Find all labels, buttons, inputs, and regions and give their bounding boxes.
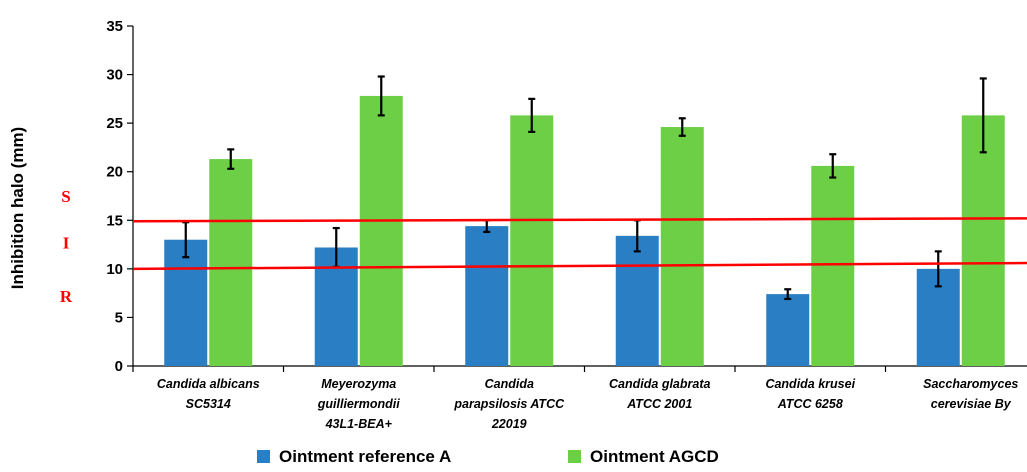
x-category-label-line: guilliermondii bbox=[317, 397, 400, 411]
x-category-label-line: 22019 bbox=[491, 417, 527, 431]
bar bbox=[961, 115, 1005, 366]
x-category-label: Saccharomyces cerevisiae By bbox=[923, 377, 1018, 411]
y-tick-label: 15 bbox=[106, 212, 123, 229]
y-tick-label: 25 bbox=[106, 115, 123, 132]
zone-label-s: S bbox=[61, 187, 70, 206]
x-category-label-line: ATCC 6258 bbox=[777, 397, 843, 411]
x-category-label: Candida albicans SC5314 bbox=[157, 377, 260, 411]
x-category-label-line: Meyerozyma bbox=[321, 377, 396, 391]
y-tick-label: 5 bbox=[115, 309, 123, 326]
legend-label: Ointment AGCD bbox=[590, 447, 719, 466]
reference-line bbox=[132, 217, 1027, 223]
x-category-label: Candida krusei ATCC 6258 bbox=[765, 377, 855, 411]
x-category-label-line: SC5314 bbox=[186, 397, 231, 411]
x-category-label-line: ATCC 2001 bbox=[626, 397, 692, 411]
legend-swatch bbox=[257, 450, 270, 463]
bar bbox=[811, 165, 855, 366]
legend-label: Ointment reference A bbox=[279, 447, 451, 466]
reference-line bbox=[132, 261, 1027, 271]
x-category-label-line: Saccharomyces bbox=[923, 377, 1018, 391]
bar bbox=[359, 95, 403, 366]
x-category-label-line: Candida krusei bbox=[765, 377, 855, 391]
y-tick-label: 30 bbox=[106, 67, 123, 84]
bar bbox=[510, 115, 554, 366]
y-tick-label: 10 bbox=[106, 261, 123, 278]
bar bbox=[766, 294, 810, 366]
x-category-label-line: cerevisiae By bbox=[931, 397, 1012, 411]
y-axis-title: Inhibition halo (mm) bbox=[8, 127, 27, 289]
bar bbox=[164, 239, 208, 366]
y-tick-label: 20 bbox=[106, 164, 123, 181]
x-category-label: Meyerozyma guilliermondii 43L1-BEA+ bbox=[317, 377, 400, 431]
x-category-label-line: 43L1-BEA+ bbox=[325, 417, 393, 431]
zone-label-r: R bbox=[60, 287, 73, 306]
bar bbox=[615, 235, 659, 366]
x-category-label-line: Candida bbox=[485, 377, 534, 391]
x-category-label-line: Candida glabrata bbox=[609, 377, 710, 391]
bar bbox=[660, 127, 704, 367]
x-category-label: Candida parapsilosis ATCC 22019 bbox=[453, 377, 565, 431]
legend-swatch bbox=[568, 450, 581, 463]
x-category-label: Candida glabrata ATCC 2001 bbox=[609, 377, 710, 411]
y-tick-label: 35 bbox=[106, 18, 123, 35]
x-category-label-line: Candida albicans bbox=[157, 377, 260, 391]
bar bbox=[209, 159, 253, 366]
y-tick-label: 0 bbox=[115, 358, 123, 375]
zone-label-i: I bbox=[63, 234, 70, 253]
x-category-label-line: parapsilosis ATCC bbox=[453, 397, 565, 411]
bar bbox=[465, 226, 509, 366]
